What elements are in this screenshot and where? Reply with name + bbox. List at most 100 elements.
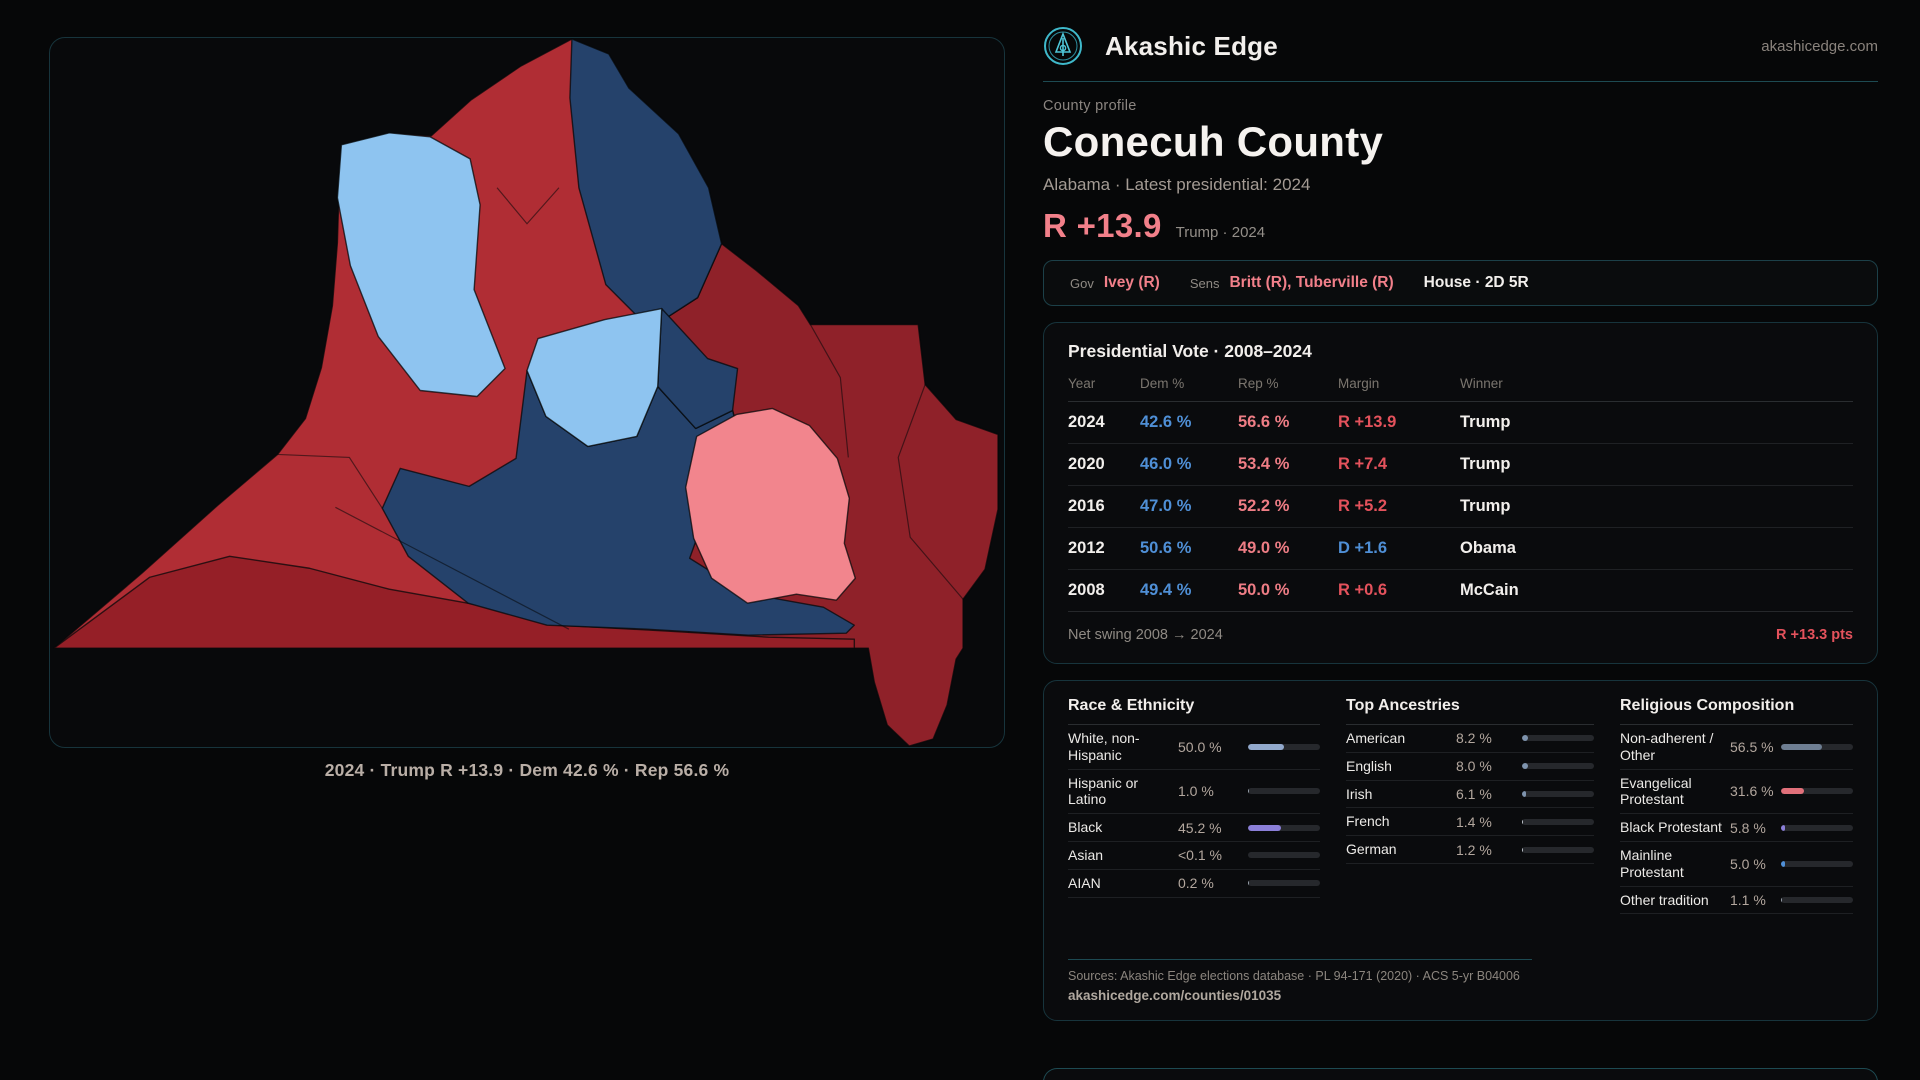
dem-pct-cell: 46.0 % [1140, 455, 1192, 473]
page-title: Conecuh County [1043, 118, 1384, 165]
sources-permalink[interactable]: akashicedge.com/counties/01035 [1068, 988, 1282, 1003]
next-panel-peek [1043, 1068, 1878, 1080]
sens-label: Sens [1189, 275, 1220, 291]
stat-value: 5.8 % [1730, 819, 1766, 836]
presidential-vote-row: 2008 49.4 % 50.0 % R +0.6 McCain [1068, 570, 1853, 612]
stat-bar [1522, 818, 1594, 825]
house-delegation-value: House · 2D 5R [1423, 274, 1529, 291]
governor-value: Ivey (R) [1103, 274, 1160, 291]
margin-cell: R +13.9 [1338, 413, 1397, 431]
year-cell: 2020 [1068, 455, 1105, 473]
winner-cell: Trump [1460, 497, 1511, 515]
col-header-margin: Margin [1338, 376, 1380, 391]
stat-label: American [1346, 730, 1406, 746]
dem-pct-cell: 47.0 % [1140, 497, 1192, 515]
col-header-winner: Winner [1460, 376, 1503, 391]
margin-cell: D +1.6 [1338, 539, 1388, 557]
presidential-vote-row: 2016 47.0 % 52.2 % R +5.2 Trump [1068, 486, 1853, 528]
stat-label: Hispanic or Latino [1068, 774, 1139, 808]
top-ancestries-title: Top Ancestries [1346, 697, 1594, 725]
stat-label: German [1346, 841, 1397, 858]
stat-row: Asian <0.1 % [1068, 842, 1320, 870]
county-shape[interactable] [336, 132, 506, 398]
county-boundary-line [496, 187, 560, 225]
presidential-vote-rows: 2024 42.6 % 56.6 % R +13.9 Trump 2020 46.0 % 53… [1068, 402, 1853, 612]
demographics-panel: Race & Ethnicity White, non-Hispanic 50.0… [1043, 680, 1878, 1021]
sources-line: Sources: Akashic Edge elections database… [1068, 969, 1520, 983]
officials-bar: Gov Ivey (R) Sens Britt (R), Tuberville … [1043, 260, 1878, 306]
stat-bar [1248, 788, 1320, 795]
winner-cell: Obama [1460, 539, 1516, 557]
stat-value: 8.2 % [1456, 730, 1492, 747]
stat-value: 1.2 % [1456, 841, 1492, 858]
stat-row: Mainline Protestant 5.0 % [1620, 842, 1853, 887]
col-header-rep: Rep % [1238, 376, 1279, 391]
county-boundary-line [809, 324, 849, 458]
brand-domain-link[interactable]: akashicedge.com [1761, 37, 1878, 55]
rep-pct-cell: 56.6 % [1238, 413, 1290, 431]
year-cell: 2012 [1068, 539, 1105, 557]
gov-label: Gov [1070, 275, 1094, 291]
county-boundary-line [277, 453, 383, 509]
stat-row: American 8.2 % [1346, 725, 1594, 753]
rep-pct-cell: 50.0 % [1238, 581, 1290, 599]
sources-footer: Sources: Akashic Edge elections database… [1068, 959, 1532, 1003]
page-kicker: County profile [1043, 98, 1137, 114]
stat-label: AIAN [1068, 874, 1101, 891]
presidential-vote-row: 2020 46.0 % 53.4 % R +7.4 Trump [1068, 444, 1853, 486]
stat-bar [1522, 790, 1594, 797]
stat-bar [1248, 852, 1320, 859]
stat-row: AIAN 0.2 % [1068, 870, 1320, 898]
presidential-vote-panel: Presidential Vote · 2008–2024 Year Dem %… [1043, 322, 1878, 664]
headline-margin-context: Trump · 2024 [1175, 224, 1266, 241]
stat-row: French 1.4 % [1346, 808, 1594, 837]
race-ethnicity-title: Race & Ethnicity [1068, 697, 1320, 725]
col-header-dem: Dem % [1140, 376, 1185, 391]
stat-row: Irish 6.1 % [1346, 781, 1594, 809]
stat-value: 0.2 % [1178, 875, 1214, 892]
dem-pct-cell: 49.4 % [1140, 581, 1192, 599]
presidential-vote-title: Presidential Vote · 2008–2024 [1068, 341, 1312, 361]
county-shape[interactable] [569, 38, 723, 330]
stat-value: 1.0 % [1178, 783, 1214, 800]
county-choropleth-map[interactable] [50, 38, 1004, 747]
year-cell: 2008 [1068, 581, 1105, 599]
year-cell: 2024 [1068, 413, 1105, 431]
religious-composition-section: Religious Composition Non-adherent / Oth… [1620, 697, 1853, 1004]
highlighted-county-shape[interactable] [684, 407, 857, 604]
stat-label: Mainline Protestant [1620, 846, 1684, 880]
stat-row: White, non-Hispanic 50.0 % [1068, 725, 1320, 770]
stat-label: Irish [1346, 785, 1373, 802]
stat-value: 5.0 % [1730, 855, 1766, 872]
stat-row: Non-adherent / Other 56.5 % [1620, 725, 1853, 770]
headline-margin-row: R +13.9 Trump · 2024 [1043, 207, 1878, 245]
stat-value: <0.1 % [1178, 847, 1222, 864]
stat-label: Evangelical Protestant [1620, 774, 1692, 808]
stat-label: White, non-Hispanic [1068, 730, 1140, 763]
stat-bar [1248, 743, 1320, 750]
stat-label: Asian [1068, 846, 1104, 863]
margin-cell: R +0.6 [1338, 581, 1388, 599]
stat-bar [1522, 763, 1594, 770]
stat-value: 50.0 % [1178, 738, 1222, 755]
net-swing-label: Net swing 2008 → 2024 [1068, 626, 1223, 643]
stat-value: 31.6 % [1730, 783, 1774, 800]
race-ethnicity-section: Race & Ethnicity White, non-Hispanic 50.0… [1068, 697, 1320, 1004]
stat-bar [1781, 860, 1853, 867]
stat-bar [1522, 735, 1594, 742]
winner-cell: Trump [1460, 455, 1511, 473]
county-shape[interactable] [526, 307, 663, 448]
dem-pct-cell: 42.6 % [1140, 413, 1192, 431]
stat-label: Non-adherent / Other [1620, 730, 1714, 763]
county-boundary-line [897, 384, 964, 600]
stat-bar [1781, 824, 1853, 831]
header-divider [1043, 81, 1878, 82]
stat-label: Black Protestant [1620, 819, 1722, 836]
presidential-vote-row: 2012 50.6 % 49.0 % D +1.6 Obama [1068, 528, 1853, 570]
margin-cell: R +5.2 [1338, 497, 1388, 515]
stat-label: Other tradition [1620, 891, 1709, 908]
dem-pct-cell: 50.6 % [1140, 539, 1192, 557]
presidential-vote-row: 2024 42.6 % 56.6 % R +13.9 Trump [1068, 402, 1853, 444]
stat-bar [1522, 846, 1594, 853]
stat-value: 6.1 % [1456, 785, 1492, 802]
